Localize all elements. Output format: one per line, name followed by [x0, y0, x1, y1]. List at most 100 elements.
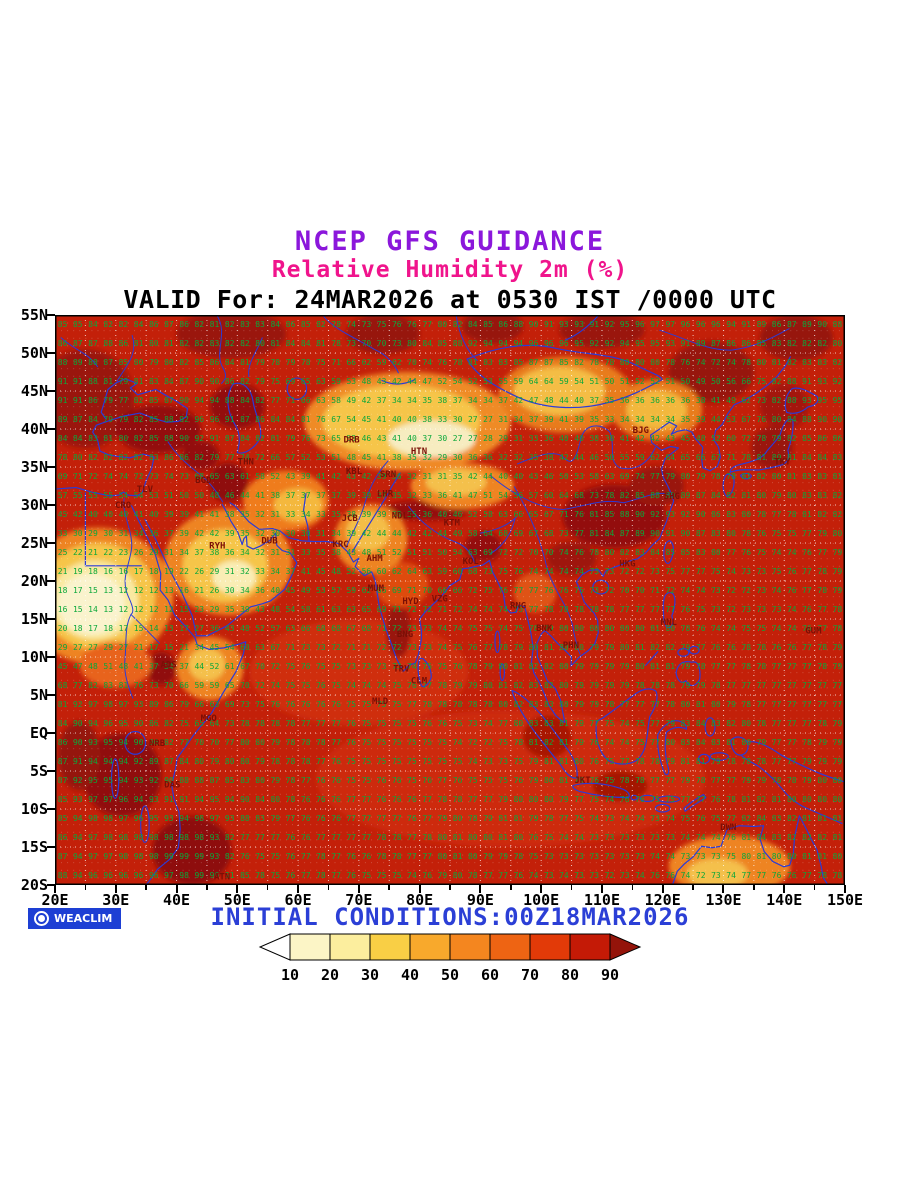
svg-text:35: 35: [407, 510, 417, 519]
svg-text:85: 85: [514, 358, 524, 367]
svg-text:77: 77: [270, 833, 280, 842]
svg-text:19: 19: [73, 567, 83, 576]
svg-text:92: 92: [468, 339, 478, 348]
svg-text:77: 77: [772, 700, 782, 709]
city-label-ATN: ATN: [214, 873, 230, 883]
svg-text:84: 84: [286, 339, 296, 348]
svg-text:94: 94: [88, 757, 98, 766]
svg-text:77: 77: [772, 681, 782, 690]
svg-text:35: 35: [589, 415, 599, 424]
svg-text:83: 83: [498, 358, 508, 367]
svg-text:87: 87: [164, 396, 174, 405]
svg-text:77: 77: [574, 529, 584, 538]
svg-text:80: 80: [741, 719, 751, 728]
svg-text:87: 87: [58, 757, 68, 766]
city-label-MLD: MLD: [372, 697, 389, 707]
svg-text:74: 74: [620, 814, 630, 823]
svg-text:55: 55: [498, 377, 508, 386]
svg-text:75: 75: [362, 757, 372, 766]
svg-text:52: 52: [210, 662, 220, 671]
coastline-srilanka: [418, 658, 431, 686]
svg-text:74: 74: [772, 586, 782, 595]
svg-text:85: 85: [149, 415, 159, 424]
svg-text:77: 77: [787, 700, 797, 709]
svg-text:80: 80: [605, 548, 615, 557]
svg-text:91: 91: [73, 757, 83, 766]
svg-text:77: 77: [650, 776, 660, 785]
svg-text:42: 42: [362, 472, 372, 481]
svg-text:77: 77: [787, 719, 797, 728]
svg-text:79: 79: [119, 415, 129, 424]
svg-text:75: 75: [362, 719, 372, 728]
svg-text:75: 75: [711, 567, 721, 576]
svg-text:76: 76: [362, 852, 372, 861]
svg-text:80: 80: [665, 738, 675, 747]
lon-tick-mark: [783, 885, 786, 893]
svg-text:70: 70: [529, 548, 539, 557]
svg-text:35: 35: [681, 415, 691, 424]
svg-text:83: 83: [544, 719, 554, 728]
svg-text:76: 76: [316, 700, 326, 709]
svg-text:34: 34: [270, 567, 280, 576]
svg-text:42: 42: [407, 529, 417, 538]
coastline-mediterranean-blacksea: [55, 379, 187, 496]
svg-text:78: 78: [726, 795, 736, 804]
svg-text:80: 80: [559, 643, 569, 652]
colorbar-segment: [329, 933, 371, 961]
svg-text:77: 77: [817, 605, 827, 614]
svg-text:81: 81: [529, 738, 539, 747]
svg-text:76: 76: [331, 776, 341, 785]
svg-text:81: 81: [498, 814, 508, 823]
lat-tick-label: 55N: [20, 306, 48, 324]
coastline-newguinea-south: [741, 755, 842, 823]
svg-text:75: 75: [574, 586, 584, 595]
svg-text:87: 87: [544, 358, 554, 367]
svg-text:78: 78: [665, 681, 675, 690]
svg-text:84: 84: [164, 377, 174, 386]
svg-text:85: 85: [149, 396, 159, 405]
svg-text:75: 75: [635, 719, 645, 728]
svg-text:75: 75: [544, 833, 554, 842]
svg-text:80: 80: [833, 795, 843, 804]
svg-text:48: 48: [696, 434, 706, 443]
svg-text:64: 64: [483, 529, 493, 538]
svg-text:77: 77: [301, 852, 311, 861]
svg-text:84: 84: [787, 415, 797, 424]
svg-text:83: 83: [529, 719, 539, 728]
svg-text:78: 78: [605, 700, 615, 709]
svg-text:78: 78: [741, 453, 751, 462]
svg-text:41: 41: [301, 567, 311, 576]
svg-text:48: 48: [270, 605, 280, 614]
svg-text:84: 84: [270, 415, 280, 424]
svg-text:72: 72: [696, 871, 706, 880]
svg-text:73: 73: [711, 586, 721, 595]
svg-text:62: 62: [362, 586, 372, 595]
city-label-AHM: AHM: [366, 554, 383, 564]
svg-text:65: 65: [194, 719, 204, 728]
svg-text:99: 99: [164, 852, 174, 861]
svg-text:77: 77: [817, 681, 827, 690]
svg-text:96: 96: [88, 871, 98, 880]
svg-text:38: 38: [589, 434, 599, 443]
svg-text:82: 82: [255, 434, 265, 443]
svg-text:77: 77: [179, 738, 189, 747]
svg-text:67: 67: [240, 662, 250, 671]
svg-text:75: 75: [498, 738, 508, 747]
svg-text:77: 77: [696, 643, 706, 652]
svg-text:76: 76: [787, 643, 797, 652]
svg-text:72: 72: [134, 472, 144, 481]
svg-text:81: 81: [498, 681, 508, 690]
svg-text:75: 75: [346, 776, 356, 785]
svg-text:42: 42: [468, 472, 478, 481]
svg-text:73: 73: [422, 624, 432, 633]
colorbar-tick-label: 20: [321, 966, 339, 984]
svg-text:13: 13: [103, 605, 113, 614]
svg-text:78: 78: [833, 624, 843, 633]
svg-text:76: 76: [802, 624, 812, 633]
svg-text:78: 78: [635, 776, 645, 785]
svg-text:34: 34: [620, 415, 630, 424]
svg-text:75: 75: [650, 795, 660, 804]
svg-text:77: 77: [696, 795, 706, 804]
svg-text:86: 86: [225, 377, 235, 386]
svg-text:81: 81: [802, 852, 812, 861]
